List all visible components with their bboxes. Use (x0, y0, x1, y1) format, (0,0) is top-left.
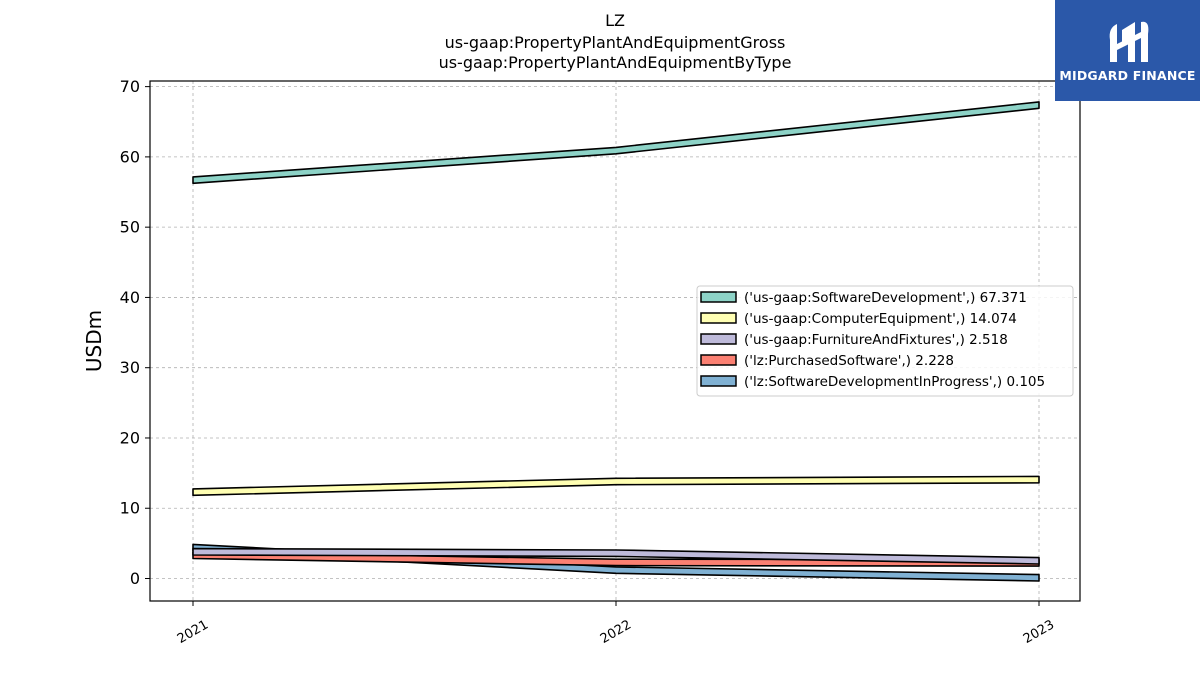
midgard-logo-icon (1055, 0, 1200, 101)
y-tick-label: 0 (130, 569, 140, 588)
chart-title-line-2: us-gaap:PropertyPlantAndEquipmentGross (445, 33, 786, 52)
legend-label: ('us-gaap:SoftwareDevelopment',) 67.371 (744, 290, 1027, 306)
legend-label: ('lz:SoftwareDevelopmentInProgress',) 0.… (744, 374, 1045, 390)
chart-title-line-1: LZ (605, 11, 625, 30)
x-axis: 2021 2022 2023 (175, 601, 1057, 647)
midgard-finance-logo: MIDGARD FINANCE (1055, 0, 1200, 101)
legend-swatch (700, 354, 737, 366)
x-tick-label: 2021 (175, 617, 211, 647)
plot-frame (149, 80, 1081, 602)
y-tick-label: 60 (120, 147, 140, 166)
series-band-1 (192, 101, 1040, 185)
legend-label: ('lz:PurchasedSoftware',) 2.228 (744, 353, 954, 369)
y-tick-label: 10 (120, 499, 140, 518)
x-tick-label: 2023 (1021, 617, 1057, 647)
legend-box (696, 285, 1074, 397)
series-layer (192, 101, 1040, 582)
series-band-4 (192, 551, 1040, 567)
y-axis-label: USDm (82, 310, 106, 372)
y-tick-label: 20 (120, 428, 140, 447)
logo-text: MIDGARD FINANCE (1059, 68, 1196, 83)
series-band-3 (192, 547, 1040, 565)
legend: ('us-gaap:SoftwareDevelopment',) 67.371 (… (696, 285, 1074, 397)
series-band-2 (192, 475, 1040, 497)
y-tick-label: 40 (120, 288, 140, 307)
chart-title: LZ us-gaap:PropertyPlantAndEquipmentGros… (439, 11, 792, 72)
legend-swatch (700, 312, 737, 324)
chart-title-line-3: us-gaap:PropertyPlantAndEquipmentByType (439, 53, 792, 72)
y-tick-label: 50 (120, 218, 140, 237)
y-axis: 0 10 20 30 40 50 60 70 (120, 77, 150, 588)
legend-label: ('us-gaap:FurnitureAndFixtures',) 2.518 (744, 332, 1008, 348)
legend-swatch (700, 333, 737, 345)
legend-swatch (700, 291, 737, 303)
legend-swatch (700, 375, 737, 387)
y-tick-label: 70 (120, 77, 140, 96)
legend-label: ('us-gaap:ComputerEquipment',) 14.074 (744, 311, 1017, 327)
x-tick-label: 2022 (598, 617, 634, 647)
y-tick-label: 30 (120, 358, 140, 377)
